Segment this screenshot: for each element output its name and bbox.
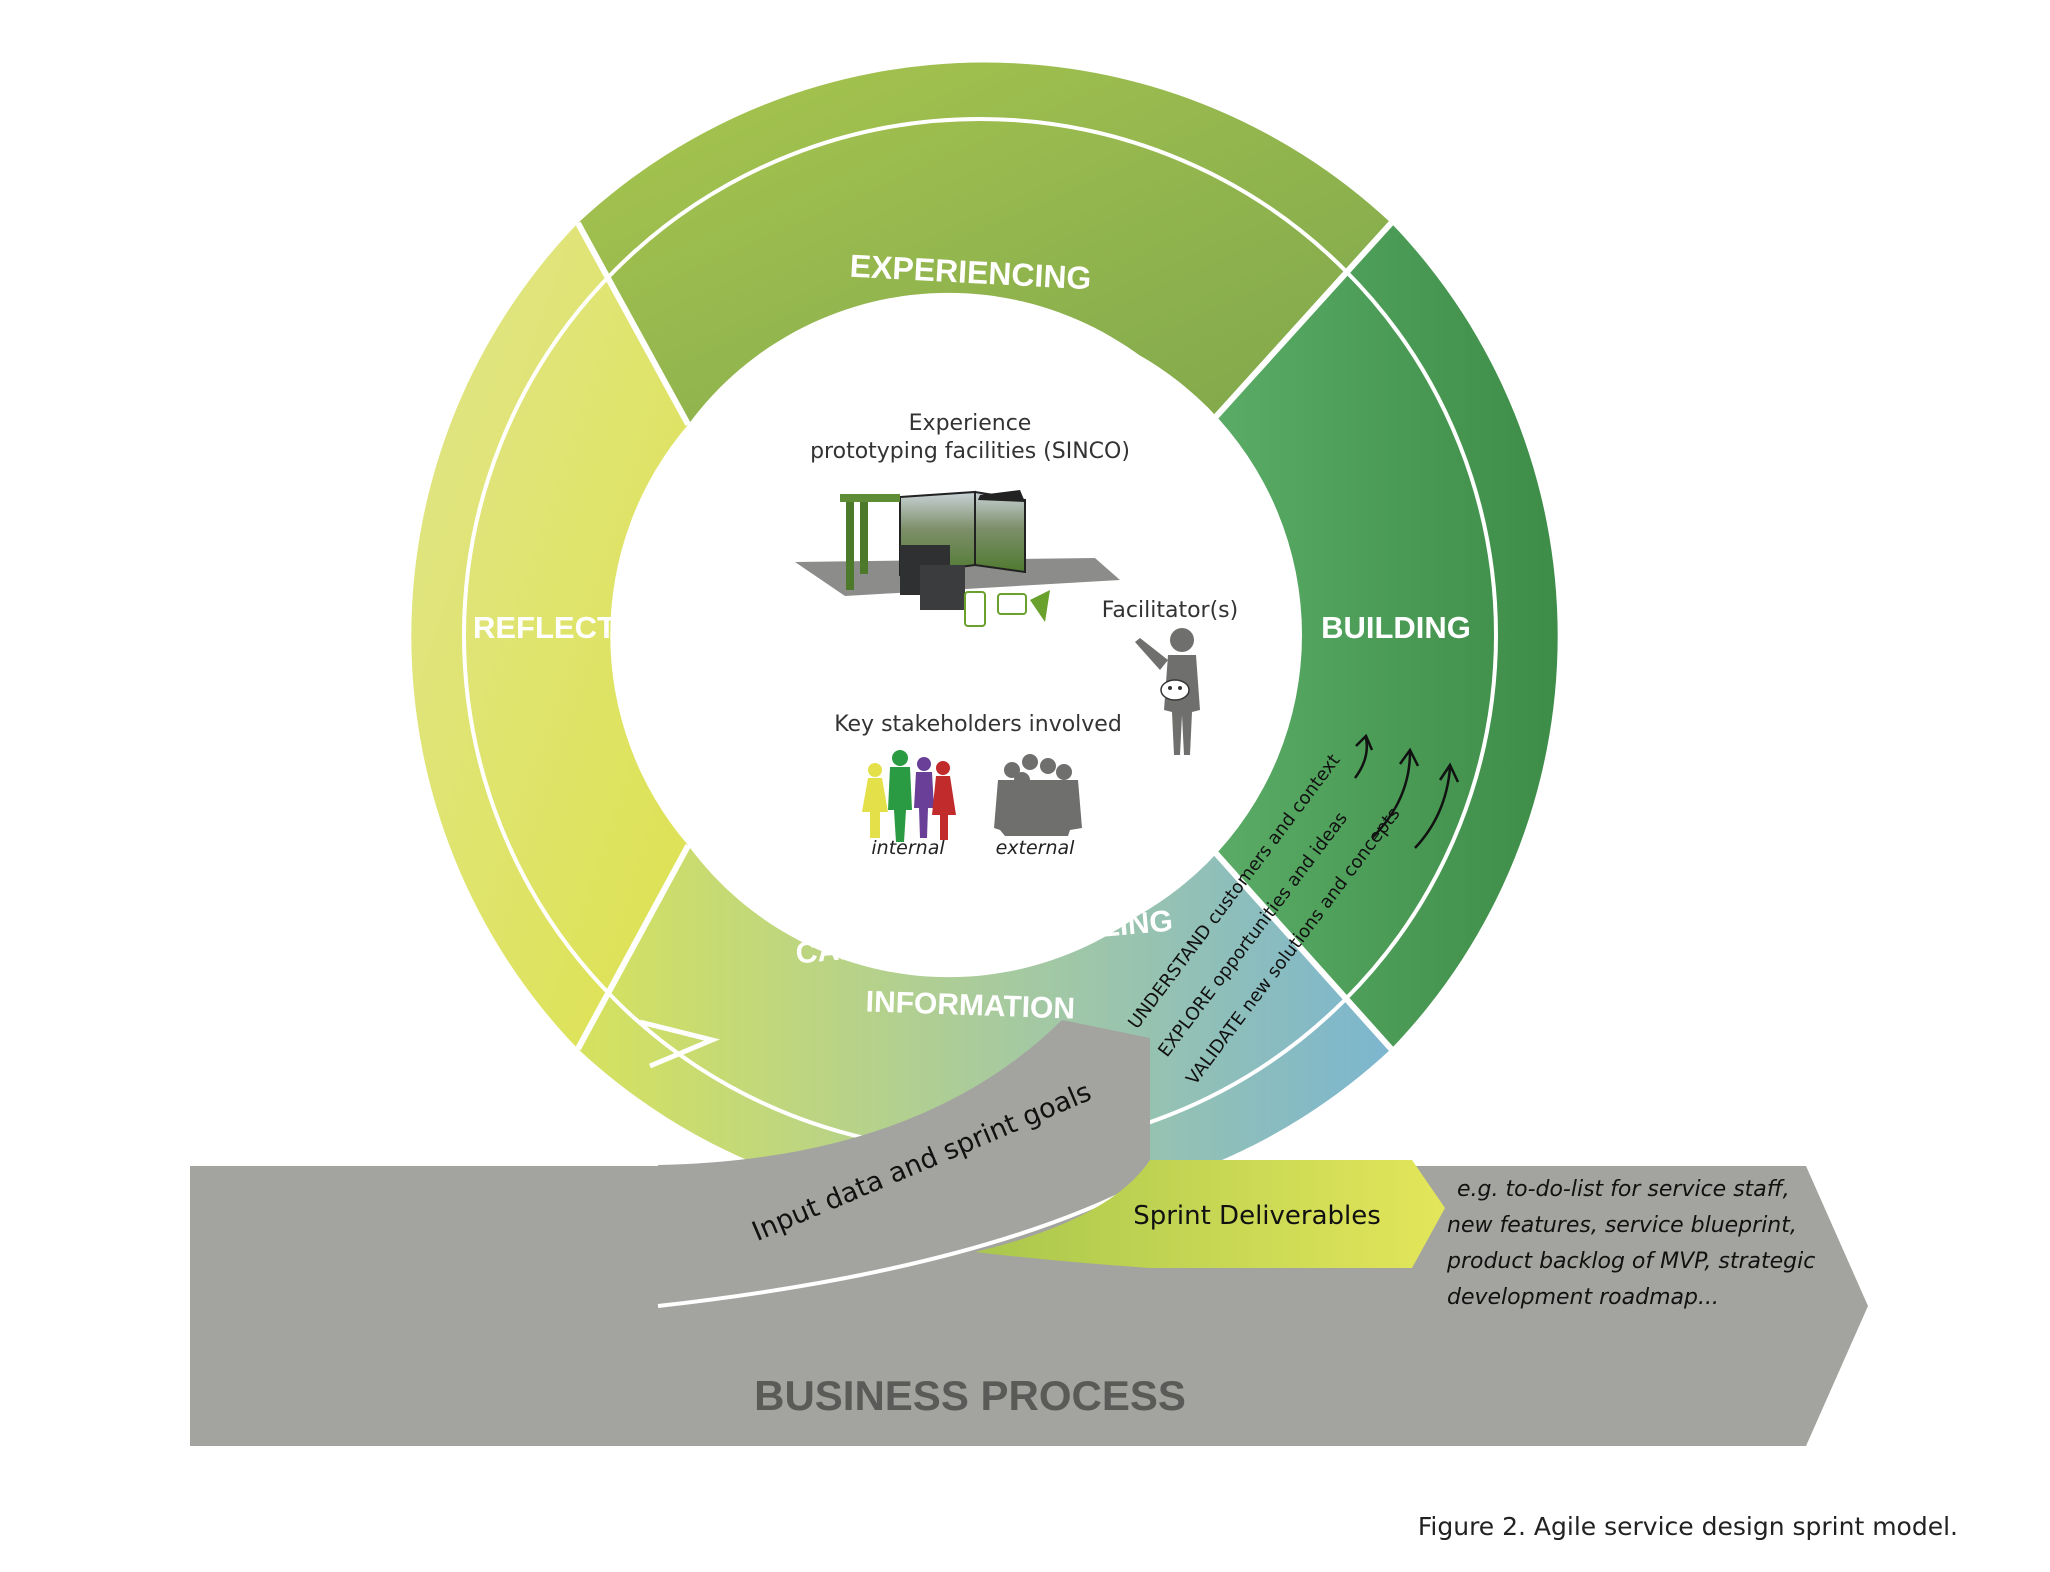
reflecting-segment [411, 223, 689, 1049]
example-line-3: product backlog of MVP, strategic [1446, 1249, 1815, 1274]
business-process-arrow [190, 1166, 1868, 1446]
phase-building: BUILDING [1321, 610, 1471, 645]
facilitator-label: Facilitator(s) [1102, 598, 1238, 623]
facilities-line1: Experience [909, 411, 1032, 436]
input-swoosh [658, 1020, 1150, 1306]
building-segment [1208, 223, 1558, 1049]
progress-arrow-icon [1353, 733, 1374, 779]
facilities-line2: prototyping facilities (SINCO) [810, 439, 1130, 464]
facilitator-figure-icon [1135, 628, 1200, 755]
input-swoosh-edge [657, 1178, 1151, 1308]
cycle-arrow-icon [639, 1019, 720, 1069]
stakeholders-label: Key stakeholders involved [834, 712, 1122, 737]
experiencing-segment [577, 62, 1392, 425]
phase-reflecting: REFLECTING [473, 610, 671, 645]
progress-arrow-icon [1414, 762, 1460, 849]
center-disk [658, 313, 1302, 957]
figure-caption: Figure 2. Agile service design sprint mo… [1417, 1512, 1958, 1541]
progress-arrow-icon [1371, 747, 1420, 839]
prototyping-facility-illustration [795, 490, 1120, 627]
example-line-2: new features, service blueprint, [1447, 1213, 1797, 1238]
example-line-1: e.g. to-do-list for service staff, [1457, 1177, 1790, 1202]
capturing-segment [577, 845, 1392, 1210]
external-stakeholders-icon [994, 754, 1082, 836]
external-label: external [996, 837, 1076, 859]
sprint-deliverables-label: Sprint Deliverables [1133, 1201, 1381, 1231]
deliverable-examples: e.g. to-do-list for service staff, new f… [1446, 1177, 1815, 1310]
segment-dividers [575, 221, 1394, 1051]
internal-label: internal [871, 837, 945, 859]
internal-stakeholders-icon [862, 750, 956, 842]
example-line-4: development roadmap... [1447, 1285, 1719, 1310]
business-process-label: BUSINESS PROCESS [754, 1372, 1186, 1419]
progress-arrows [1353, 733, 1460, 849]
sprint-deliverables-arrow [975, 1160, 1445, 1268]
phase-capturing-line2: INFORMATION [865, 985, 1075, 1025]
